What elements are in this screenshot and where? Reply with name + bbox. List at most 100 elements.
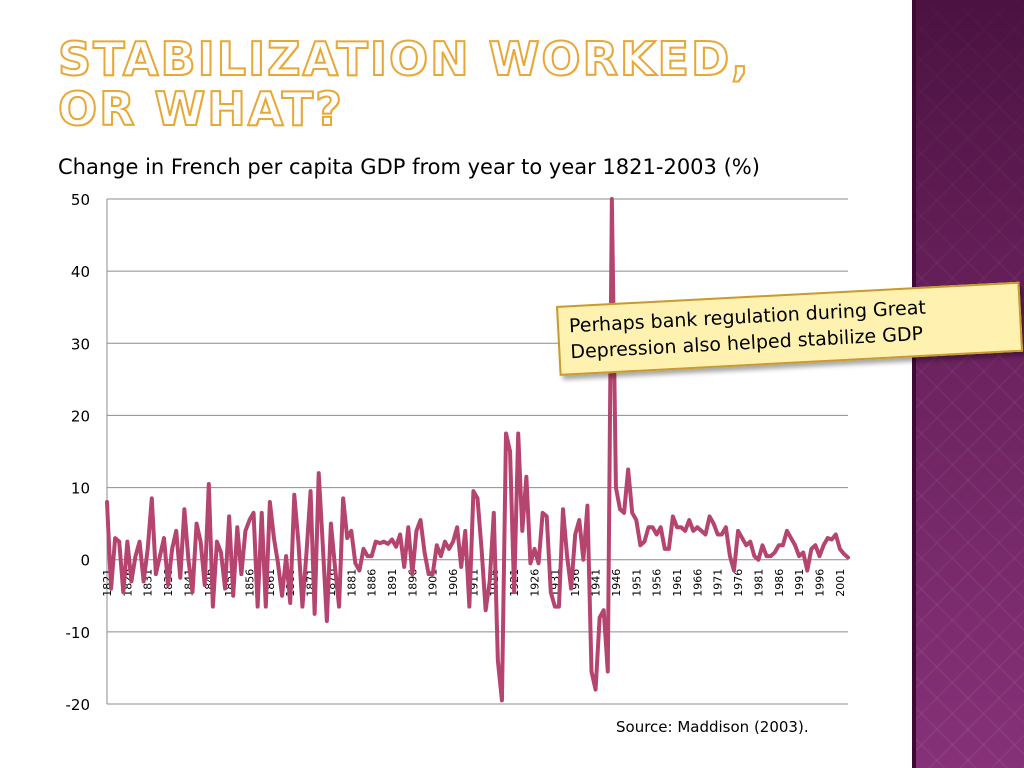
data-point (839, 548, 841, 550)
data-point (712, 522, 715, 525)
data-point (277, 562, 279, 565)
data-point (244, 530, 247, 532)
data-point (745, 544, 748, 547)
data-point (403, 566, 406, 568)
data-point (655, 533, 658, 536)
data-point (700, 530, 703, 532)
data-point (741, 537, 743, 539)
data-point (668, 548, 670, 550)
data-point (688, 519, 691, 521)
data-point (391, 538, 393, 541)
data-point (492, 512, 495, 514)
data-point (472, 490, 475, 492)
data-point (358, 569, 361, 572)
data-point (138, 540, 141, 543)
data-point (631, 512, 634, 514)
data-point (834, 533, 837, 536)
data-point (387, 543, 389, 545)
data-point (142, 580, 145, 583)
data-point (582, 558, 585, 561)
data-point (216, 540, 218, 543)
data-point (786, 530, 788, 532)
data-point (549, 591, 552, 593)
data-point (509, 450, 511, 453)
y-axis-ticks: -20 -10 0 10 20 30 40 50 (66, 191, 91, 714)
data-point (191, 591, 194, 593)
data-point (256, 605, 259, 608)
data-point (761, 544, 764, 547)
data-point (289, 602, 292, 604)
line-chart: -20 -10 0 10 20 30 40 50 1821 1826 1831 1836 1841 18… (66, 191, 850, 714)
data-point (696, 526, 699, 529)
x-tick-label: 1881 (345, 569, 358, 597)
data-point (452, 540, 454, 543)
y-tick-label: 10 (71, 480, 90, 498)
data-point (521, 530, 524, 532)
data-point (370, 555, 373, 557)
data-point (749, 540, 752, 543)
data-point (264, 605, 267, 608)
data-point (814, 544, 817, 547)
data-point (460, 566, 463, 568)
data-point (619, 508, 621, 511)
data-point (395, 545, 397, 548)
slide-title: Stabilization worked, or what? (57, 33, 751, 135)
x-tick-label: 1926 (529, 569, 542, 597)
data-point (790, 537, 792, 539)
data-point (558, 605, 560, 608)
x-tick-label: 1976 (732, 569, 745, 597)
data-point (281, 594, 283, 597)
data-point (313, 613, 316, 615)
x-tick-label: 1856 (244, 569, 257, 597)
data-point (199, 540, 202, 543)
data-point (606, 670, 609, 673)
data-point (810, 548, 813, 550)
data-point (106, 501, 108, 503)
data-point (651, 526, 654, 529)
data-point (659, 526, 662, 529)
data-point (330, 522, 332, 525)
y-tick-label: 50 (71, 191, 90, 209)
data-point (647, 526, 650, 529)
y-tick-label: 40 (71, 263, 90, 281)
data-point (554, 605, 556, 608)
x-tick-label: 1886 (366, 569, 379, 597)
data-point (163, 537, 165, 539)
data-point (484, 609, 487, 612)
data-point (782, 544, 784, 547)
data-point (794, 544, 796, 547)
data-point (517, 432, 520, 435)
data-point (317, 472, 320, 474)
data-point (684, 530, 686, 532)
data-point (798, 555, 800, 557)
data-point (179, 576, 182, 579)
data-point (733, 569, 735, 572)
data-point (334, 566, 336, 568)
data-point (680, 526, 682, 529)
data-point (541, 512, 544, 514)
data-point (525, 475, 528, 478)
data-point (248, 519, 251, 521)
y-tick-label: 20 (71, 407, 90, 425)
data-point (183, 508, 186, 511)
data-point (240, 573, 243, 575)
data-point (464, 530, 467, 532)
data-point (737, 530, 739, 532)
data-point (415, 530, 418, 532)
data-point (423, 551, 426, 554)
data-point (769, 555, 772, 557)
data-point (468, 605, 471, 608)
data-point (562, 508, 564, 511)
data-point (134, 555, 137, 557)
x-tick-label: 1891 (386, 569, 399, 597)
data-point (175, 530, 178, 532)
data-point (574, 533, 577, 536)
data-point (338, 605, 340, 608)
data-point (615, 486, 617, 489)
data-point (611, 198, 613, 200)
data-point (847, 556, 849, 559)
data-point (167, 584, 169, 586)
data-point (725, 526, 727, 529)
data-point (301, 605, 304, 608)
x-tick-label: 1996 (814, 569, 827, 597)
